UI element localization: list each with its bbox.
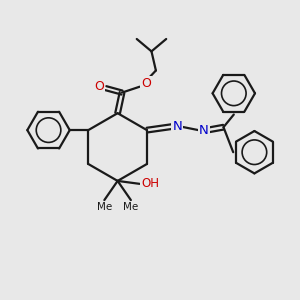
Text: O: O xyxy=(94,80,104,93)
Text: Me: Me xyxy=(97,202,112,212)
Text: OH: OH xyxy=(141,177,159,190)
Text: N: N xyxy=(199,124,208,136)
Text: Me: Me xyxy=(123,202,139,212)
Text: O: O xyxy=(141,77,151,90)
Text: N: N xyxy=(172,120,182,133)
